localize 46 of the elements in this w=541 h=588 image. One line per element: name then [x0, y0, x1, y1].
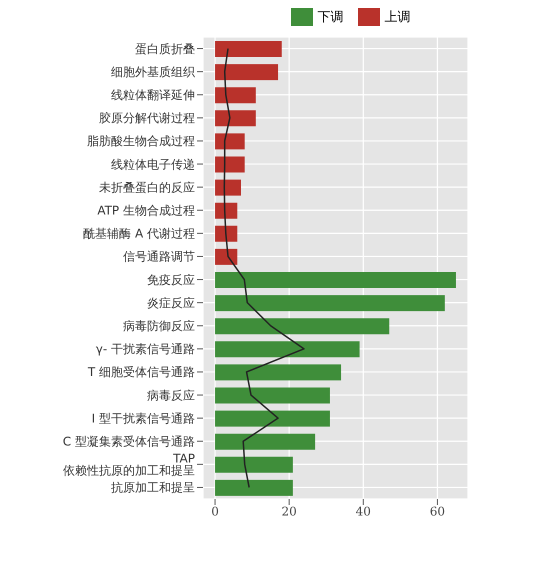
- bar: [215, 364, 342, 380]
- bar: [215, 456, 293, 473]
- bar: [215, 133, 245, 150]
- bar: [215, 410, 330, 427]
- bar: [215, 87, 256, 104]
- y-tick-label: 信号通路调节: [123, 250, 195, 264]
- bar: [215, 480, 293, 496]
- x-tick-label: 20: [282, 504, 297, 519]
- bar: [215, 248, 238, 265]
- bar: [215, 318, 390, 334]
- y-tick-label: 酰基辅酶 A 代谢过程: [83, 226, 195, 241]
- y-tick-label: 胶原分解代谢过程: [99, 111, 195, 126]
- x-tick-label: 60: [430, 504, 446, 519]
- bar: [215, 272, 456, 288]
- y-tick-label: TAP 依赖性抗原的加工和提呈: [63, 452, 195, 478]
- y-tick-label: I 型干扰素信号通路: [92, 411, 195, 426]
- bar: [215, 156, 245, 172]
- y-tick-label: 免疫反应: [147, 272, 195, 287]
- bar: [215, 202, 238, 219]
- y-tick-label: 病毒防御反应: [123, 319, 195, 334]
- y-tick-label: C 型凝集素受体信号通路: [62, 434, 195, 449]
- x-tick-label: 40: [356, 504, 371, 519]
- bar: [215, 295, 445, 312]
- y-tick-label: 抗原加工和提呈: [111, 480, 195, 495]
- legend-label: 下调: [318, 9, 344, 26]
- y-tick-label: γ- 干扰素信号通路: [96, 342, 195, 356]
- bar: [215, 341, 360, 358]
- y-tick-label: 病毒反应: [147, 388, 195, 402]
- y-tick-label: 线粒体电子传递: [111, 157, 195, 172]
- bar: [215, 226, 238, 242]
- y-tick-label: ATP 生物合成过程: [97, 204, 195, 218]
- bar: [215, 41, 282, 57]
- y-tick-label: 线粒体翻译延伸: [111, 88, 195, 102]
- bar: [215, 434, 316, 450]
- y-tick-label: T 细胞受体信号通路: [86, 365, 195, 380]
- bar: [215, 388, 330, 404]
- y-tick-label: 蛋白质折叠: [135, 42, 195, 56]
- legend-label: 上调: [384, 9, 410, 26]
- bar: [215, 180, 241, 196]
- bar: [215, 64, 278, 80]
- y-tick-label: 脂肪酸生物合成过程: [87, 134, 195, 148]
- y-tick-label: 细胞外基质组织: [111, 64, 195, 79]
- y-tick-label: 炎症反应: [147, 296, 195, 310]
- y-tick-label: 未折叠蛋白的反应: [99, 180, 195, 194]
- x-tick-label: 0: [211, 504, 219, 519]
- bar: [215, 110, 256, 126]
